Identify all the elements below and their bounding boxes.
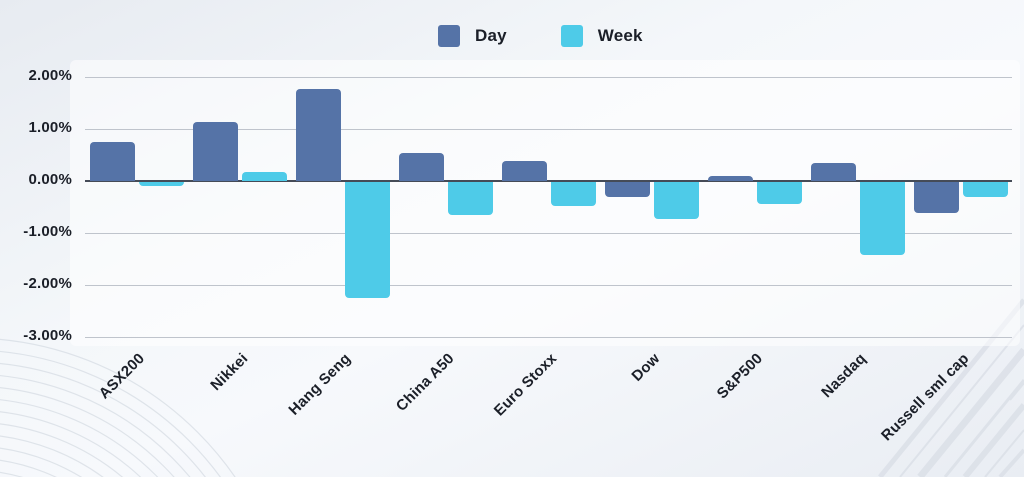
bar-week-hang-seng — [344, 182, 390, 298]
x-axis-tick-label: S&P500 — [714, 350, 767, 403]
zero-axis-line — [85, 180, 1012, 182]
x-axis-tick-label: Russell sml cap — [878, 350, 973, 445]
bar-week-dow — [653, 182, 699, 219]
gridline — [85, 233, 1012, 234]
bar-day-dow — [604, 182, 650, 197]
bar-day-s-p500 — [707, 176, 753, 181]
bar-week-nikkei — [241, 172, 287, 181]
x-axis-tick-label: China A50 — [392, 350, 458, 415]
legend-item-day: Day — [438, 25, 507, 47]
x-axis-tick-label: Dow — [628, 350, 664, 385]
bar-week-euro-stoxx — [550, 182, 596, 206]
bar-week-china-a50 — [447, 182, 493, 215]
x-axis-tick-label: Euro Stoxx — [491, 350, 561, 420]
bar-day-euro-stoxx — [501, 161, 547, 181]
legend-label-day: Day — [475, 26, 507, 45]
bar-day-china-a50 — [398, 153, 444, 181]
bar-day-asx200 — [89, 142, 135, 181]
chart-legend: Day Week — [438, 25, 643, 47]
y-axis-tick-label: -1.00% — [23, 223, 72, 240]
bar-day-nikkei — [192, 122, 238, 181]
y-axis-tick-label: -3.00% — [23, 327, 72, 344]
y-axis-tick-label: 1.00% — [28, 119, 72, 136]
bar-day-hang-seng — [295, 89, 341, 181]
week-series-swatch-icon — [560, 25, 583, 47]
bar-day-russell-sml-cap — [913, 182, 959, 213]
x-axis-tick-label: ASX200 — [96, 350, 149, 403]
legend-label-week: Week — [597, 26, 643, 45]
y-axis-tick-label: -2.00% — [23, 275, 72, 292]
x-axis-tick-label: Hang Seng — [285, 350, 355, 419]
gridline — [85, 129, 1012, 130]
bar-week-nasdaq — [859, 182, 905, 255]
gridline — [85, 337, 1012, 338]
legend-item-week: Week — [560, 25, 643, 47]
bar-week-russell-sml-cap — [962, 182, 1008, 197]
x-axis-tick-label: Nasdaq — [818, 350, 870, 402]
x-axis-tick-label: Nikkei — [207, 350, 252, 395]
bar-day-nasdaq — [810, 163, 856, 181]
day-series-swatch-icon — [438, 25, 460, 47]
bar-week-asx200 — [138, 182, 184, 186]
gridline — [85, 285, 1012, 286]
y-axis-tick-label: 2.00% — [28, 67, 72, 84]
bar-week-s-p500 — [756, 182, 802, 204]
gridline — [85, 77, 1012, 78]
y-axis-tick-label: 0.00% — [28, 171, 72, 188]
